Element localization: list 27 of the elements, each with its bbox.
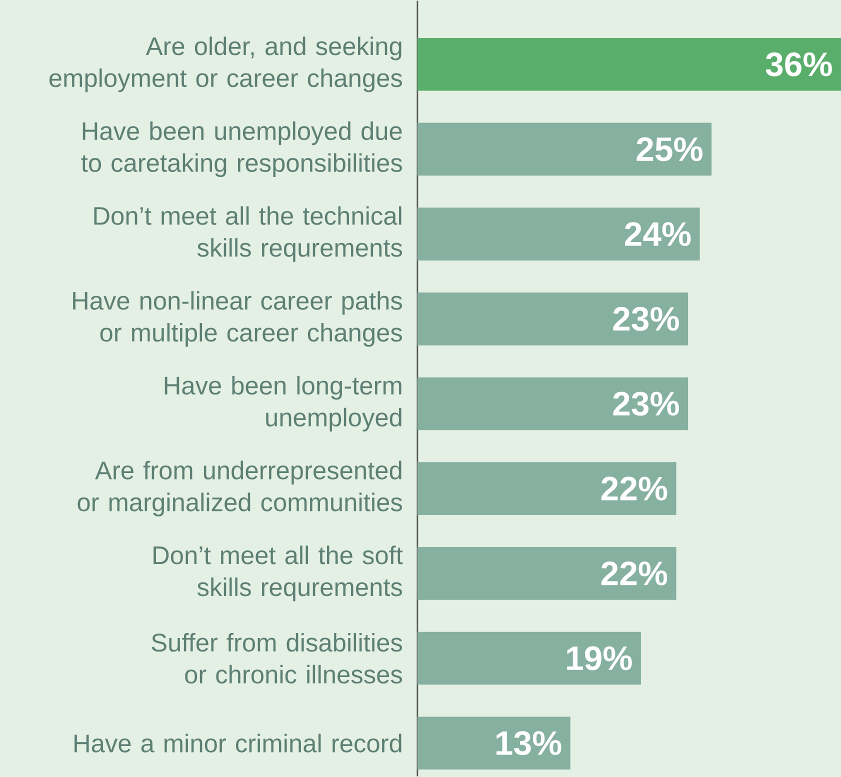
- bar: [417, 716, 570, 770]
- data-label: 24%: [624, 222, 691, 246]
- bar: [417, 208, 700, 261]
- y-tick-label: Don’t meet all the technical skills requrements: [94, 206, 402, 262]
- data-label: 22%: [601, 562, 668, 586]
- y-tick-label: Have a minor criminal record: [74, 734, 402, 752]
- y-tick-label: Have been unemployed due to caretaking responsibilities: [81, 121, 402, 178]
- data-label: 13%: [496, 731, 562, 756]
- y-tick-label: Have non-linear career paths or multiple career changes: [73, 291, 402, 347]
- y-tick-label: Have been long-term unemployed: [164, 376, 402, 432]
- bar: [417, 38, 841, 91]
- bar: [417, 122, 712, 176]
- y-tick-label: Are older, and seeking employment or career changes: [49, 36, 402, 92]
- bar: [417, 377, 688, 430]
- data-label: 22%: [601, 476, 668, 501]
- data-label: 23%: [613, 392, 679, 416]
- y-tick-label: Suffer from disabilities or chronic illnesses: [152, 633, 402, 684]
- data-label: 23%: [613, 306, 679, 331]
- bar: [417, 462, 676, 516]
- bar: [417, 292, 688, 346]
- data-label: 19%: [567, 646, 632, 670]
- bar: [417, 632, 641, 685]
- data-label: 25%: [636, 137, 702, 162]
- y-tick-label: Don’t meet all the soft skills requrements: [154, 546, 403, 602]
- y-tick-label: Are from underrepresented or marginalized communities: [78, 460, 402, 516]
- bar: [417, 547, 676, 600]
- data-label: 36%: [766, 52, 832, 76]
